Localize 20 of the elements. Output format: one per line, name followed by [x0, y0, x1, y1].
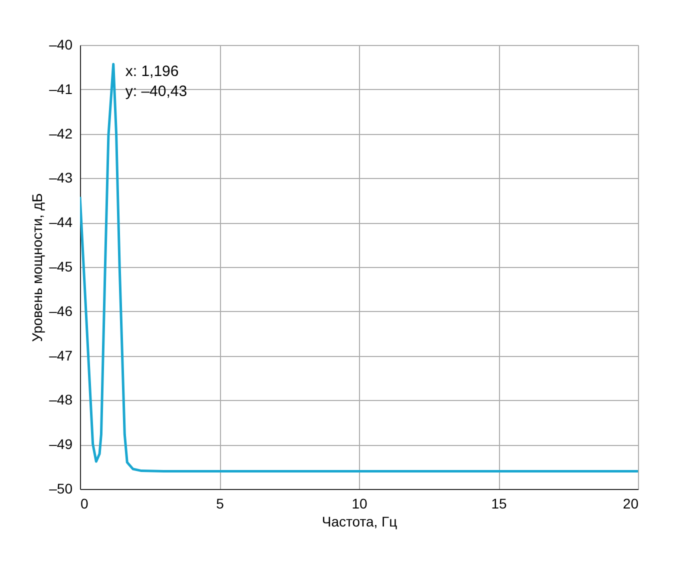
y-tick-label: –47 — [49, 347, 73, 364]
y-tick-label: –50 — [49, 480, 73, 496]
y-axis-title: Уровень мощности, дБ — [29, 193, 46, 342]
x-tick-label: 15 — [491, 496, 507, 512]
y-tick-label: –41 — [49, 80, 73, 97]
y-tick-label: –40 — [49, 36, 73, 52]
x-axis-title: Частота, Гц — [322, 514, 398, 530]
annotation: x: 1,196 y: –40,43 — [125, 63, 188, 100]
y-tick-label: –42 — [49, 125, 73, 142]
y-tick-label: –44 — [49, 214, 73, 230]
x-tick-label: 0 — [80, 496, 88, 512]
y-tick-label: –45 — [49, 258, 73, 274]
y-tick-label: –49 — [49, 436, 73, 452]
x-tick-label: 10 — [352, 496, 368, 512]
x-tick-label: 5 — [216, 496, 224, 512]
y-tick-label: –46 — [49, 302, 73, 319]
line-series — [80, 62, 638, 472]
x-tick-label: 20 — [622, 496, 639, 512]
y-tick-label: –48 — [49, 392, 73, 408]
y-tick-label: –43 — [49, 170, 73, 186]
